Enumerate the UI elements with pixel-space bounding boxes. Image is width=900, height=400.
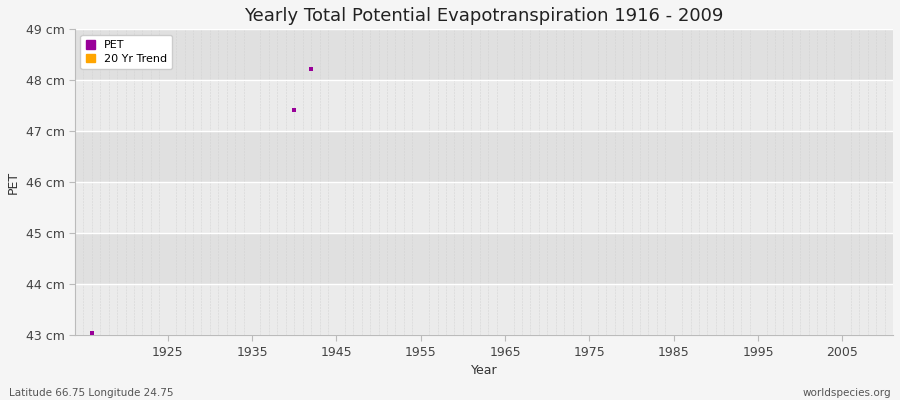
Bar <box>75 233 893 284</box>
Title: Yearly Total Potential Evapotranspiration 1916 - 2009: Yearly Total Potential Evapotranspiratio… <box>244 7 724 25</box>
X-axis label: Year: Year <box>471 364 498 377</box>
Bar <box>75 80 893 131</box>
Bar <box>75 284 893 335</box>
Bar <box>75 182 893 233</box>
Point <box>287 107 302 113</box>
Point <box>304 66 319 72</box>
Text: Latitude 66.75 Longitude 24.75: Latitude 66.75 Longitude 24.75 <box>9 388 174 398</box>
Y-axis label: PET: PET <box>7 171 20 194</box>
Bar <box>75 131 893 182</box>
Point <box>85 329 99 336</box>
Bar <box>75 29 893 80</box>
Text: worldspecies.org: worldspecies.org <box>803 388 891 398</box>
Legend: PET, 20 Yr Trend: PET, 20 Yr Trend <box>80 35 173 70</box>
